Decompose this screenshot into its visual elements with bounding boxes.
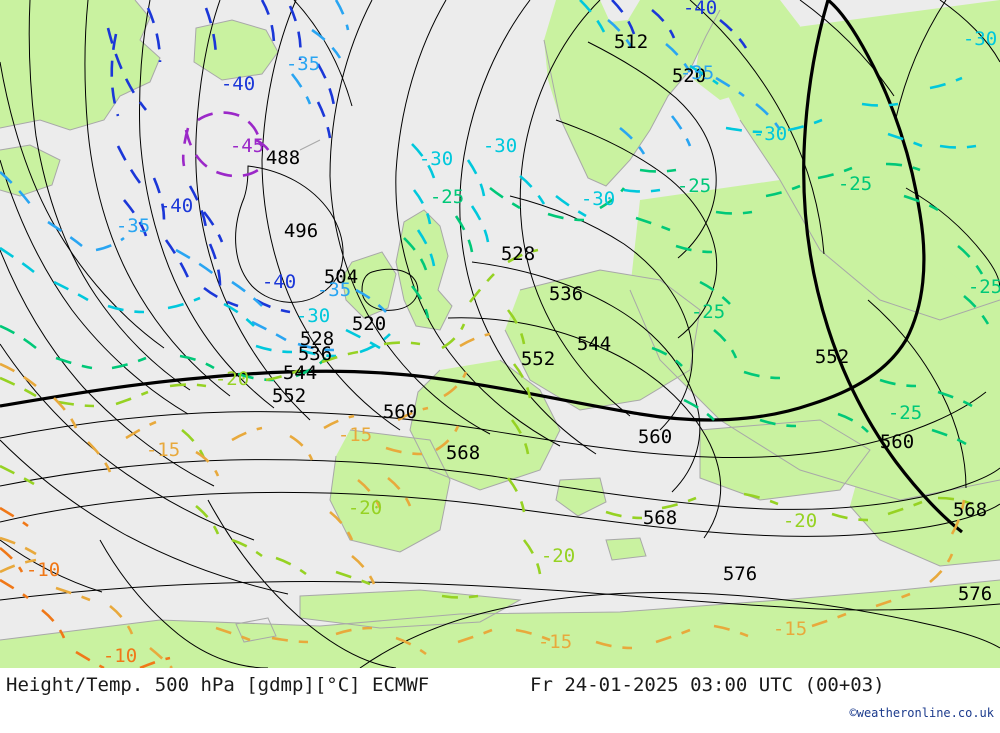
temperature-contour-label: -40 xyxy=(221,73,255,95)
temperature-contour-label: -25 xyxy=(677,175,711,197)
height-contour-label: 560 xyxy=(638,426,672,448)
height-contour-label: 512 xyxy=(614,31,648,53)
height-contour-label: 544 xyxy=(577,333,611,355)
height-contour-label: 488 xyxy=(266,147,300,169)
height-contours xyxy=(0,0,1000,668)
temperature-contour-label: -40 xyxy=(262,271,296,293)
temperature-contour-label: -35 xyxy=(680,62,714,84)
height-contour-label: 576 xyxy=(958,583,992,605)
isotherm-minus45 xyxy=(181,111,274,178)
height-contour-label: 560 xyxy=(880,431,914,453)
temperature-contour-label: -35 xyxy=(286,53,320,75)
height-contour-label: 544 xyxy=(283,362,317,384)
map-footer: Height/Temp. 500 hPa [gdmp][°C] ECMWF Fr… xyxy=(0,668,1000,733)
height-contour-label: 496 xyxy=(284,220,318,242)
temperature-contour-label: -10 xyxy=(26,559,60,581)
height-contour-label: 576 xyxy=(723,563,757,585)
temperature-contour-label: -30 xyxy=(296,305,330,327)
temperature-contour-label: -30 xyxy=(963,28,997,50)
temperature-contour-label: -25 xyxy=(888,402,922,424)
height-contour-label: 560 xyxy=(383,401,417,423)
height-contour-label: 520 xyxy=(672,65,706,87)
temperature-contour-label: -35 xyxy=(317,279,351,301)
copyright-label: ©weatheronline.co.uk xyxy=(849,706,995,720)
temperature-contour-label: -30 xyxy=(483,135,517,157)
temperature-contour-label: -30 xyxy=(581,188,615,210)
temperature-contour-label: -20 xyxy=(783,510,817,532)
temperature-contour-label: -15 xyxy=(338,424,372,446)
temperature-contour-label: -20 xyxy=(215,368,249,390)
isotherm-minus10 xyxy=(0,506,171,668)
map-canvas[interactable]: 488 496 504 512 520 520 528 528 536 536 544 544 552 5… xyxy=(0,0,1000,668)
temperature-contour-label: -15 xyxy=(538,631,572,653)
temperature-contour-label: -15 xyxy=(773,618,807,640)
temperature-contour-label: -25 xyxy=(968,276,1000,298)
isotherm-layer xyxy=(0,0,990,668)
isotherm-minus35 xyxy=(0,0,782,352)
height-contour-label: 552 xyxy=(272,385,306,407)
height-contour-label: 536 xyxy=(298,343,332,365)
temperature-contour-label: -40 xyxy=(159,195,193,217)
temperature-contour-label: -20 xyxy=(541,545,575,567)
temperature-contour-label: -40 xyxy=(683,0,717,19)
temperature-contour-label: -10 xyxy=(103,645,137,667)
temperature-contour-label: -25 xyxy=(691,301,725,323)
height-contour-label: 520 xyxy=(352,313,386,335)
height-contour-label: 552 xyxy=(521,348,555,370)
isotherm-minus15 xyxy=(0,332,966,668)
temperature-label-group: -45 -40 -40 -40 -40 -35 -35 -35 -35 -30 -30 -30 -30 -… xyxy=(26,0,1000,667)
temperature-contour-label: -25 xyxy=(838,173,872,195)
footer-date: Fr 24-01-2025 03:00 UTC (00+03) xyxy=(530,674,885,696)
temperature-contour-label: -35 xyxy=(116,215,150,237)
height-contour-label: 528 xyxy=(501,243,535,265)
height-contour-label: 552 xyxy=(815,346,849,368)
isotherm-minus40 xyxy=(106,0,748,314)
isotherm-minus20 xyxy=(0,248,973,599)
isotherm-minus30 xyxy=(0,0,977,358)
temperature-contour-label: -30 xyxy=(419,148,453,170)
height-contour-label: 568 xyxy=(446,442,480,464)
temperature-contour-label: -20 xyxy=(348,497,382,519)
height-contour-label: 568 xyxy=(643,507,677,529)
temperature-contour-label: -25 xyxy=(430,186,464,208)
height-contour-label: 568 xyxy=(953,499,987,521)
height-contour-label: 528 xyxy=(300,328,334,350)
isotherm-minus25 xyxy=(0,162,990,446)
footer-title: Height/Temp. 500 hPa [gdmp][°C] ECMWF xyxy=(6,674,430,696)
temperature-contour-label: -15 xyxy=(146,439,180,461)
temperature-contour-label: -30 xyxy=(753,123,787,145)
height-contour-label: 536 xyxy=(549,283,583,305)
height-contour-label: 504 xyxy=(324,266,358,288)
temperature-contour-label: -45 xyxy=(230,135,264,157)
